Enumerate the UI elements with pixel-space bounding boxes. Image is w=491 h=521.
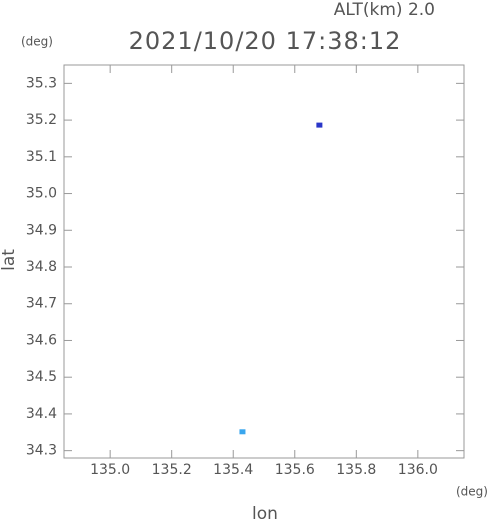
y-tick-label: 35.2 bbox=[26, 112, 57, 128]
y-tick-label: 34.9 bbox=[26, 222, 57, 238]
y-tick-label: 34.3 bbox=[26, 443, 57, 459]
y-tick-label: 34.5 bbox=[26, 369, 57, 385]
y-unit: (deg) bbox=[21, 35, 53, 49]
y-tick-label: 35.0 bbox=[26, 186, 57, 202]
x-tick-label: 135.4 bbox=[213, 462, 253, 478]
x-tick-label: 135.8 bbox=[336, 462, 376, 478]
plot-frame bbox=[63, 64, 465, 459]
y-tick-label: 34.7 bbox=[26, 296, 57, 312]
point bbox=[316, 122, 323, 128]
x-tick-label: 135.6 bbox=[275, 462, 315, 478]
y-axis-label: lat bbox=[0, 249, 19, 271]
altitude-annotation: ALT(km) 2.0 bbox=[334, 0, 435, 20]
y-tick-label: 34.8 bbox=[26, 259, 57, 275]
point bbox=[239, 429, 246, 435]
x-axis-label: lon bbox=[252, 504, 278, 521]
y-tick-label: 34.6 bbox=[26, 332, 57, 348]
x-tick-label: 136.0 bbox=[398, 462, 438, 478]
y-tick-label: 34.4 bbox=[26, 406, 57, 422]
x-unit: (deg) bbox=[456, 485, 488, 499]
y-tick-label: 35.1 bbox=[26, 149, 57, 165]
y-tick-label: 35.3 bbox=[26, 75, 57, 91]
x-tick-label: 135.0 bbox=[90, 462, 130, 478]
x-tick-label: 135.2 bbox=[152, 462, 192, 478]
chart-title: 2021/10/20 17:38:12 bbox=[129, 27, 402, 55]
